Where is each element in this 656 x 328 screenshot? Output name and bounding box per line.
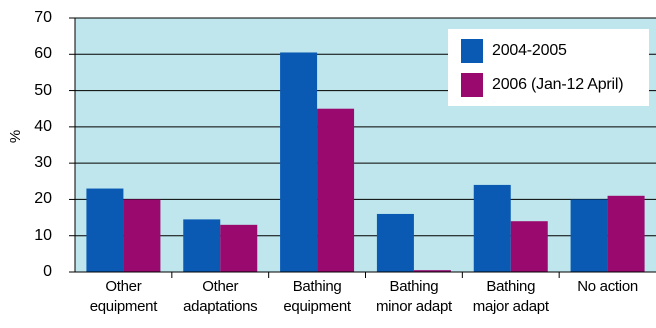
- x-tick-label-line: equipment: [89, 298, 158, 315]
- y-tick-label: 60: [34, 45, 52, 63]
- legend-item-series-2: 2006 (Jan-12 April): [461, 73, 624, 97]
- x-tick-label-line: equipment: [283, 298, 351, 315]
- y-tick-label: 0: [43, 263, 52, 280]
- x-tick-label-line: adaptations: [183, 298, 258, 315]
- axis-ticks: [69, 17, 560, 278]
- x-tick-label-line: Bathing: [292, 278, 342, 295]
- bar-series-1-cat-5: [473, 184, 511, 272]
- bar-series-2-cat-3: [317, 108, 355, 272]
- x-tick-label: Bathing minor adapt: [366, 277, 462, 317]
- x-tick-label-line: [560, 297, 656, 317]
- y-tick-label: 10: [34, 226, 52, 244]
- x-tick-label-line: Other: [202, 278, 239, 295]
- bar-series-1-cat-2: [183, 219, 221, 272]
- bar-series-2-cat-6: [607, 195, 645, 272]
- bar-series-2-cat-1: [123, 199, 161, 272]
- bar-series-1-cat-3: [280, 52, 318, 272]
- y-tick-label: 70: [34, 9, 52, 26]
- legend-item-series-1: 2004-2005: [461, 39, 567, 63]
- bar-series-2-cat-4: [413, 270, 451, 272]
- bar-series-2-cat-2: [220, 224, 258, 272]
- x-tick-label: Bathing major adapt: [463, 277, 559, 317]
- x-tick-label: Bathing equipment: [269, 277, 365, 317]
- bar-series-1-cat-1: [86, 188, 124, 272]
- x-tick-label: Other equipment: [75, 277, 171, 317]
- x-tick-label-line: Bathing: [389, 278, 439, 295]
- y-tick-label: 20: [34, 190, 52, 208]
- legend: 2004-2005 2006 (Jan-12 April): [448, 29, 649, 106]
- legend-swatch-series-1: [461, 39, 483, 63]
- x-tick-label-line: Other: [105, 278, 142, 295]
- bar-series-1-cat-6: [570, 199, 608, 272]
- bar-series-1-cat-4: [376, 213, 414, 272]
- legend-swatch-series-2: [461, 73, 483, 97]
- bars: [86, 52, 645, 272]
- y-tick-label: 40: [34, 117, 52, 135]
- legend-label-series-1: 2004-2005: [492, 42, 567, 59]
- x-tick-label: Other adaptations: [172, 277, 268, 317]
- x-tick-label: No action: [560, 277, 656, 317]
- legend-label-series-2: 2006 (Jan-12 April): [492, 76, 624, 93]
- x-tick-label-line: minor adapt: [375, 298, 452, 315]
- x-tick-label-line: major adapt: [472, 298, 549, 315]
- y-tick-label: 50: [34, 81, 52, 99]
- bar-series-2-cat-5: [510, 221, 548, 272]
- x-tick-label-line: No action: [577, 278, 638, 295]
- y-tick-label: 30: [34, 154, 52, 172]
- x-tick-label-line: Bathing: [486, 278, 536, 295]
